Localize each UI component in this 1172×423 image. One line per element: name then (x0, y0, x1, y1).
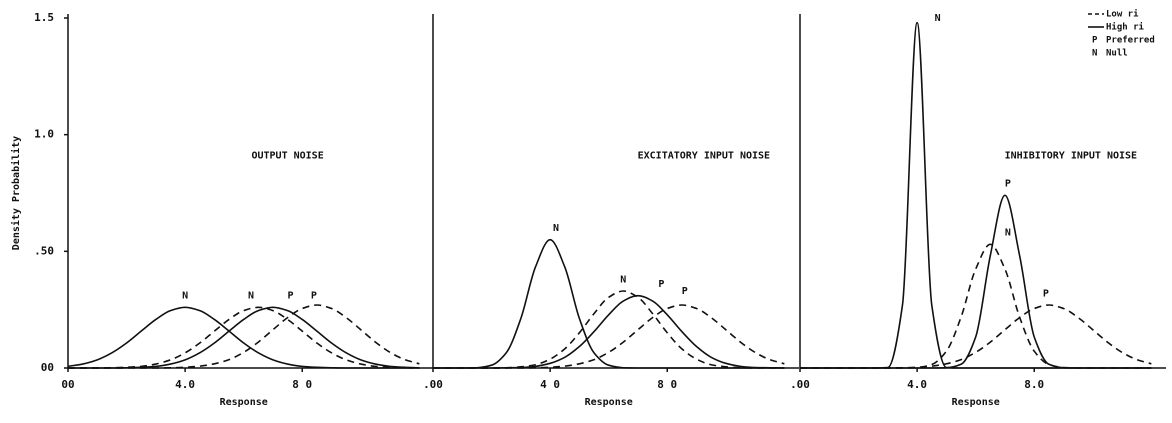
curve-label: P (1043, 288, 1049, 299)
x-tick-label: 4.0 (175, 378, 195, 391)
density-curve (68, 304, 420, 369)
x-tick-label: 8 0 (292, 378, 312, 391)
curve-label: N (1005, 228, 1011, 239)
legend-key: N (1092, 49, 1097, 59)
legend-label: High ri (1106, 22, 1145, 33)
curve-label: P (1005, 179, 1011, 190)
curve-label: P (311, 291, 317, 302)
legend-label: Preferred (1106, 36, 1155, 46)
density-curve (800, 21, 1152, 369)
y-tick-label: 00 (41, 361, 54, 374)
legend-label: Low ri (1106, 9, 1139, 20)
x-tick-label: 8.0 (1024, 378, 1044, 391)
density-curve (800, 194, 1152, 369)
density-curve (433, 294, 785, 369)
panel-title: INHIBITORY INPUT NOISE (1005, 151, 1137, 162)
curve-label: P (288, 291, 294, 302)
x-tick-label: .00 (423, 378, 443, 391)
legend-label: Null (1106, 49, 1128, 59)
density-curve (433, 238, 785, 369)
y-tick-label: .50 (34, 244, 54, 257)
x-axis-label: Response (220, 397, 268, 408)
curve-label: N (182, 291, 188, 302)
y-tick-label: 1.5 (34, 11, 54, 24)
legend-key: P (1092, 36, 1098, 46)
x-tick-label: 4 0 (540, 378, 560, 391)
density-curve (67, 306, 420, 369)
x-tick-label: 00 (61, 378, 74, 391)
curve-label: N (620, 274, 626, 285)
density-curve (433, 290, 785, 369)
density-curve (68, 306, 420, 369)
curve-label: P (658, 279, 664, 290)
x-tick-label: 8 0 (657, 378, 677, 391)
curve-label: N (935, 13, 941, 24)
curve-label: N (553, 223, 559, 234)
density-curve (68, 306, 420, 369)
curve-label: N (248, 291, 254, 302)
panel-title: OUTPUT NOISE (251, 151, 323, 162)
x-tick-label: 4.0 (907, 378, 927, 391)
density-curve (800, 304, 1152, 369)
x-axis-label: Response (952, 397, 1000, 408)
y-axis-label: Density Probability (10, 136, 22, 250)
density-curve (800, 243, 1152, 369)
panel-title: EXCITATORY INPUT NOISE (638, 151, 770, 162)
x-tick-label: .00 (790, 378, 810, 391)
density-curve (433, 304, 785, 369)
x-axis-label: Response (585, 397, 633, 408)
curve-label: P (682, 286, 688, 297)
y-tick-label: 1.0 (34, 128, 54, 141)
